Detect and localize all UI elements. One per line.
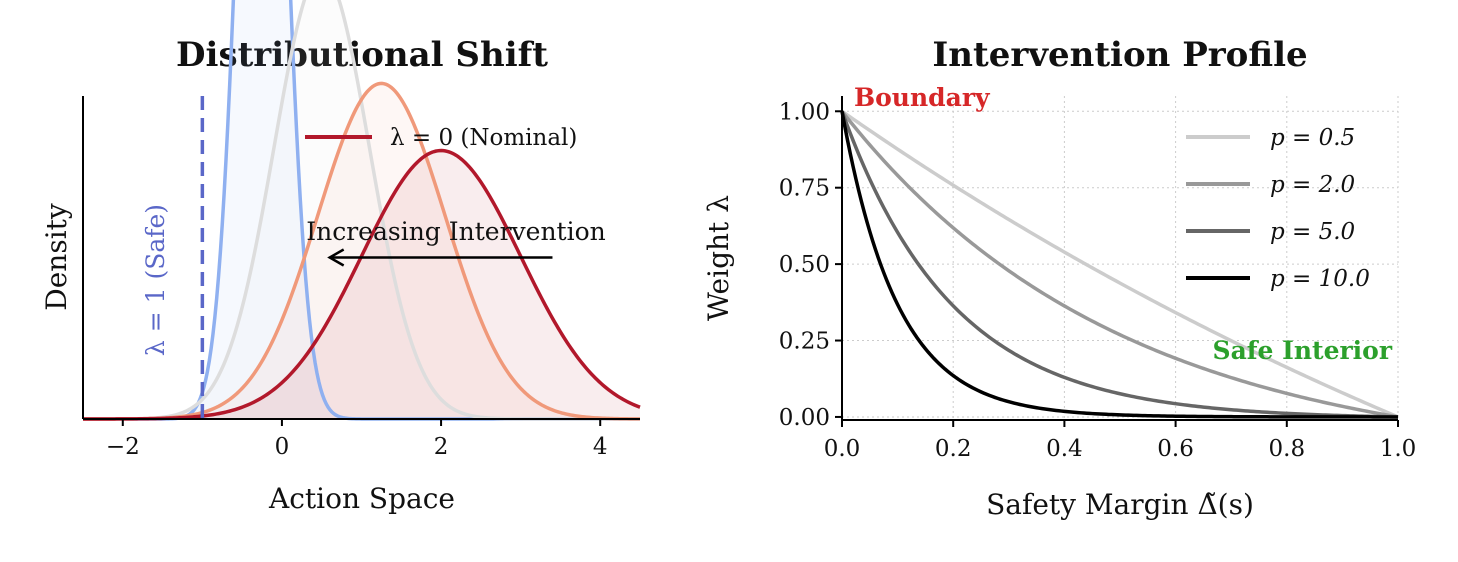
boundary-annotation: Boundary — [854, 83, 991, 112]
right-y-tick-label: 0.25 — [779, 329, 830, 355]
right-y-ticks: 0.00 0.25 0.50 0.75 1.00 — [779, 99, 842, 431]
density-fill-1 — [83, 0, 640, 419]
increasing-intervention-label: Increasing Intervention — [306, 217, 606, 246]
legend-label-3: p = 10.0 — [1270, 266, 1370, 292]
right-x-tick-label: 0.6 — [1157, 436, 1194, 462]
profile-curve-0 — [840, 109, 1399, 419]
increasing-intervention-annotation: Increasing Intervention — [306, 217, 606, 267]
right-chart-title: Intervention Profile — [932, 35, 1307, 75]
left-chart-title: Distributional Shift — [176, 35, 548, 75]
panel-distributional-shift: Distributional Shift λ = 1 (Safe) −2 0 2 4 … — [40, 0, 641, 515]
right-y-tick-label: 1.00 — [779, 99, 830, 125]
left-y-axis-label: Density — [40, 203, 73, 311]
legend-label-1: p = 2.0 — [1270, 172, 1355, 198]
right-legend: p = 0.5 p = 2.0 p = 5.0 p = 10.0 — [1186, 125, 1370, 292]
panel-intervention-profile: Intervention Profile 0.0 0.2 0.4 0.6 0.8 1.0 … — [702, 35, 1416, 521]
right-x-tick-label: 0.0 — [824, 436, 861, 462]
profile-curve-1 — [840, 110, 1399, 419]
right-x-tick-label: 0.8 — [1269, 436, 1306, 462]
profile-curve-2 — [840, 110, 1399, 419]
right-y-tick-label: 0.00 — [779, 405, 830, 431]
density-curve-3 — [83, 148, 641, 421]
right-y-tick-label: 0.50 — [779, 252, 830, 278]
left-x-tick-label: 0 — [275, 434, 290, 460]
density-fill-2 — [83, 83, 640, 419]
right-y-axis-label: Weight λ — [702, 195, 735, 321]
legend-label-nominal: λ = 0 (Nominal) — [390, 125, 577, 151]
right-x-ticks: 0.0 0.2 0.4 0.6 0.8 1.0 — [824, 420, 1417, 462]
right-x-tick-label: 0.4 — [1046, 436, 1083, 462]
legend-label-2: p = 5.0 — [1270, 219, 1355, 245]
left-legend: λ = 0 (Nominal) — [305, 125, 577, 151]
density-fill-0 — [83, 0, 640, 419]
right-profile-curves — [840, 109, 1399, 419]
safe-interior-annotation: Safe Interior — [1213, 336, 1393, 365]
legend-label-0: p = 0.5 — [1270, 125, 1355, 151]
intervention-arrowhead — [327, 248, 345, 267]
right-x-tick-label: 1.0 — [1380, 436, 1417, 462]
safe-boundary-label: λ = 1 (Safe) — [141, 204, 170, 356]
left-x-tick-label: 4 — [593, 434, 608, 460]
right-x-tick-label: 0.2 — [935, 436, 972, 462]
left-x-ticks: −2 0 2 4 — [106, 419, 608, 460]
left-x-tick-label: 2 — [434, 434, 449, 460]
right-x-axis-label: Safety Margin Δ̃(s) — [986, 488, 1254, 521]
profile-curve-3 — [840, 110, 1398, 419]
left-x-tick-label: −2 — [106, 434, 140, 460]
left-x-axis-label: Action Space — [268, 482, 455, 515]
right-y-tick-label: 0.75 — [779, 176, 830, 202]
